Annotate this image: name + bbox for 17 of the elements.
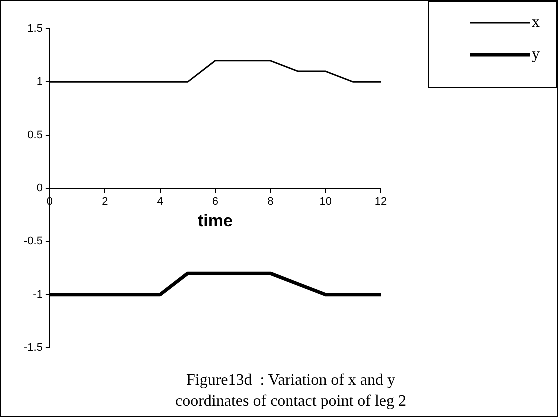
- x-tick-label: 4: [157, 196, 164, 208]
- legend-label: x: [532, 14, 540, 32]
- y-tick-label: 0: [36, 182, 43, 195]
- x-axis-title: time: [198, 212, 233, 231]
- y-tick-label: -1: [33, 288, 43, 301]
- legend-label: y: [532, 46, 540, 64]
- x-tick-label: 10: [320, 196, 332, 208]
- x-tick-label: 6: [212, 196, 219, 208]
- x-tick-label: 2: [102, 196, 108, 208]
- y-tick-label: 1: [36, 76, 43, 88]
- y-tick-label: -1.5: [24, 342, 43, 354]
- y-tick-label: 1.5: [28, 23, 43, 36]
- x-tick-label: 12: [374, 196, 388, 208]
- caption: Figure13d : Variation of x and y coordinates of contact point of leg 2: [175, 372, 407, 410]
- x-tick-label: 8: [268, 196, 274, 208]
- y-tick-label: -0.5: [24, 236, 43, 248]
- y-tick-label: 0.5: [28, 129, 43, 142]
